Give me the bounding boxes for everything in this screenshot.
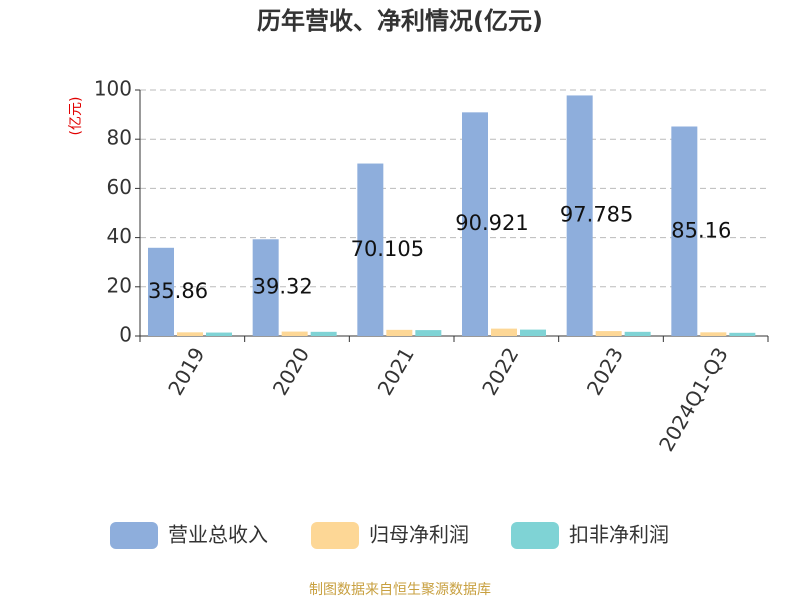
legend-label: 归母净利润 bbox=[369, 523, 469, 547]
bar bbox=[595, 331, 622, 336]
legend-swatch bbox=[110, 522, 158, 549]
legend-label: 扣非净利润 bbox=[569, 523, 669, 547]
value-label: 70.105 bbox=[351, 237, 424, 261]
value-label: 85.16 bbox=[671, 218, 731, 242]
y-tick-label: 60 bbox=[107, 175, 132, 199]
legend-swatch bbox=[311, 522, 359, 549]
bar bbox=[520, 329, 546, 336]
bar bbox=[566, 95, 593, 336]
bar bbox=[357, 163, 384, 336]
y-tick-label: 40 bbox=[107, 224, 132, 248]
bar bbox=[624, 331, 651, 336]
value-label: 39.32 bbox=[253, 275, 313, 299]
y-axis-label: (亿元) bbox=[68, 97, 84, 136]
value-label: 97.785 bbox=[560, 203, 633, 227]
bar bbox=[700, 332, 727, 336]
legend-swatch bbox=[511, 522, 559, 549]
bar bbox=[462, 112, 488, 336]
y-tick-label: 20 bbox=[107, 273, 132, 297]
x-tick-label: 2020 bbox=[268, 343, 314, 399]
bar bbox=[310, 331, 337, 336]
y-tick-label: 80 bbox=[107, 126, 132, 150]
bar bbox=[491, 328, 517, 336]
bar bbox=[252, 239, 279, 336]
x-tick-label: 2019 bbox=[163, 343, 209, 399]
x-tick-label: 2024Q1-Q3 bbox=[654, 343, 733, 455]
x-tick-label: 2022 bbox=[477, 343, 523, 399]
x-tick-label: 2023 bbox=[582, 343, 628, 399]
bar bbox=[177, 332, 203, 336]
value-label: 35.86 bbox=[148, 279, 208, 303]
value-label: 90.921 bbox=[455, 211, 528, 235]
bar bbox=[148, 247, 174, 336]
y-tick-label: 0 bbox=[119, 323, 132, 347]
bar bbox=[671, 126, 698, 336]
bar bbox=[206, 332, 232, 336]
bar bbox=[281, 331, 308, 336]
y-tick-label: 100 bbox=[94, 77, 132, 101]
bar bbox=[729, 332, 756, 336]
bar bbox=[415, 330, 442, 336]
x-tick-label: 2021 bbox=[373, 343, 419, 399]
source-note: 制图数据来自恒生聚源数据库 bbox=[309, 582, 491, 598]
bar bbox=[386, 329, 413, 336]
chart-title: 历年营收、净利情况(亿元) bbox=[257, 7, 543, 35]
legend-label: 营业总收入 bbox=[168, 523, 268, 547]
